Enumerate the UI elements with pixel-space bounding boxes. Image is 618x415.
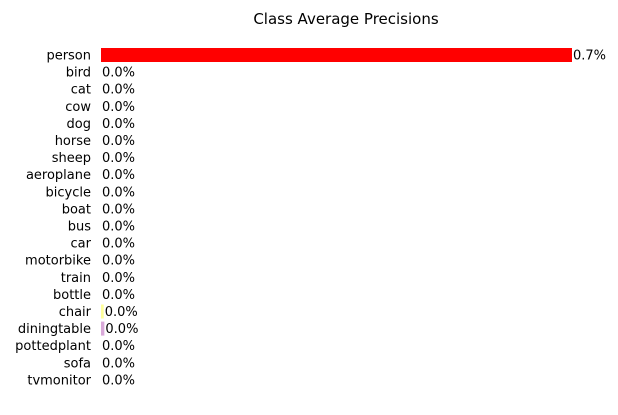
- category-label-chair: chair: [59, 305, 92, 320]
- category-label-bus: bus: [68, 220, 91, 235]
- value-label-pottedplant: 0.0%: [102, 339, 135, 354]
- value-label-train: 0.0%: [102, 271, 135, 286]
- value-label-bicycle: 0.0%: [102, 185, 135, 200]
- category-label-cat: cat: [71, 83, 91, 98]
- category-label-cow: cow: [65, 100, 91, 115]
- bar-diningtable: [101, 321, 105, 336]
- bars-layer: [101, 48, 572, 336]
- value-label-cow: 0.0%: [102, 100, 135, 115]
- category-label-person: person: [46, 49, 91, 64]
- value-label-car: 0.0%: [102, 237, 135, 252]
- value-label-bottle: 0.0%: [102, 288, 135, 303]
- category-label-aeroplane: aeroplane: [26, 168, 91, 183]
- value-label-bird: 0.0%: [102, 66, 135, 81]
- category-label-car: car: [71, 237, 92, 252]
- category-label-sofa: sofa: [64, 356, 91, 371]
- value-label-sheep: 0.0%: [102, 151, 135, 166]
- value-label-horse: 0.0%: [102, 134, 135, 149]
- chart-title: Class Average Precisions: [253, 10, 439, 28]
- category-label-bicycle: bicycle: [46, 185, 91, 200]
- category-label-diningtable: diningtable: [18, 322, 91, 337]
- category-label-train: train: [61, 271, 91, 286]
- bar-person: [101, 48, 572, 62]
- category-label-motorbike: motorbike: [25, 254, 91, 269]
- value-label-chair: 0.0%: [105, 305, 138, 320]
- category-label-dog: dog: [67, 117, 91, 132]
- value-label-cat: 0.0%: [102, 83, 135, 98]
- bar-chair: [101, 304, 104, 319]
- value-label-sofa: 0.0%: [102, 356, 135, 371]
- value-label-diningtable: 0.0%: [105, 322, 138, 337]
- category-label-boat: boat: [62, 202, 91, 217]
- category-label-tvmonitor: tvmonitor: [27, 373, 91, 388]
- category-label-pottedplant: pottedplant: [15, 339, 91, 354]
- value-label-person: 0.7%: [573, 49, 606, 64]
- value-label-bus: 0.0%: [102, 220, 135, 235]
- value-label-dog: 0.0%: [102, 117, 135, 132]
- value-label-motorbike: 0.0%: [102, 254, 135, 269]
- value-label-aeroplane: 0.0%: [102, 168, 135, 183]
- value-label-boat: 0.0%: [102, 202, 135, 217]
- value-label-tvmonitor: 0.0%: [102, 373, 135, 388]
- category-label-horse: horse: [55, 134, 91, 149]
- value-labels: 0.7% 0.0% 0.0% 0.0% 0.0% 0.0% 0.0% 0.0% 0.0% 0.0%…: [102, 49, 606, 389]
- category-label-bird: bird: [66, 66, 91, 81]
- category-label-bottle: bottle: [53, 288, 91, 303]
- category-label-sheep: sheep: [52, 151, 91, 166]
- category-labels: person bird cat cow dog horse sheep aeroplane bi…: [15, 49, 91, 389]
